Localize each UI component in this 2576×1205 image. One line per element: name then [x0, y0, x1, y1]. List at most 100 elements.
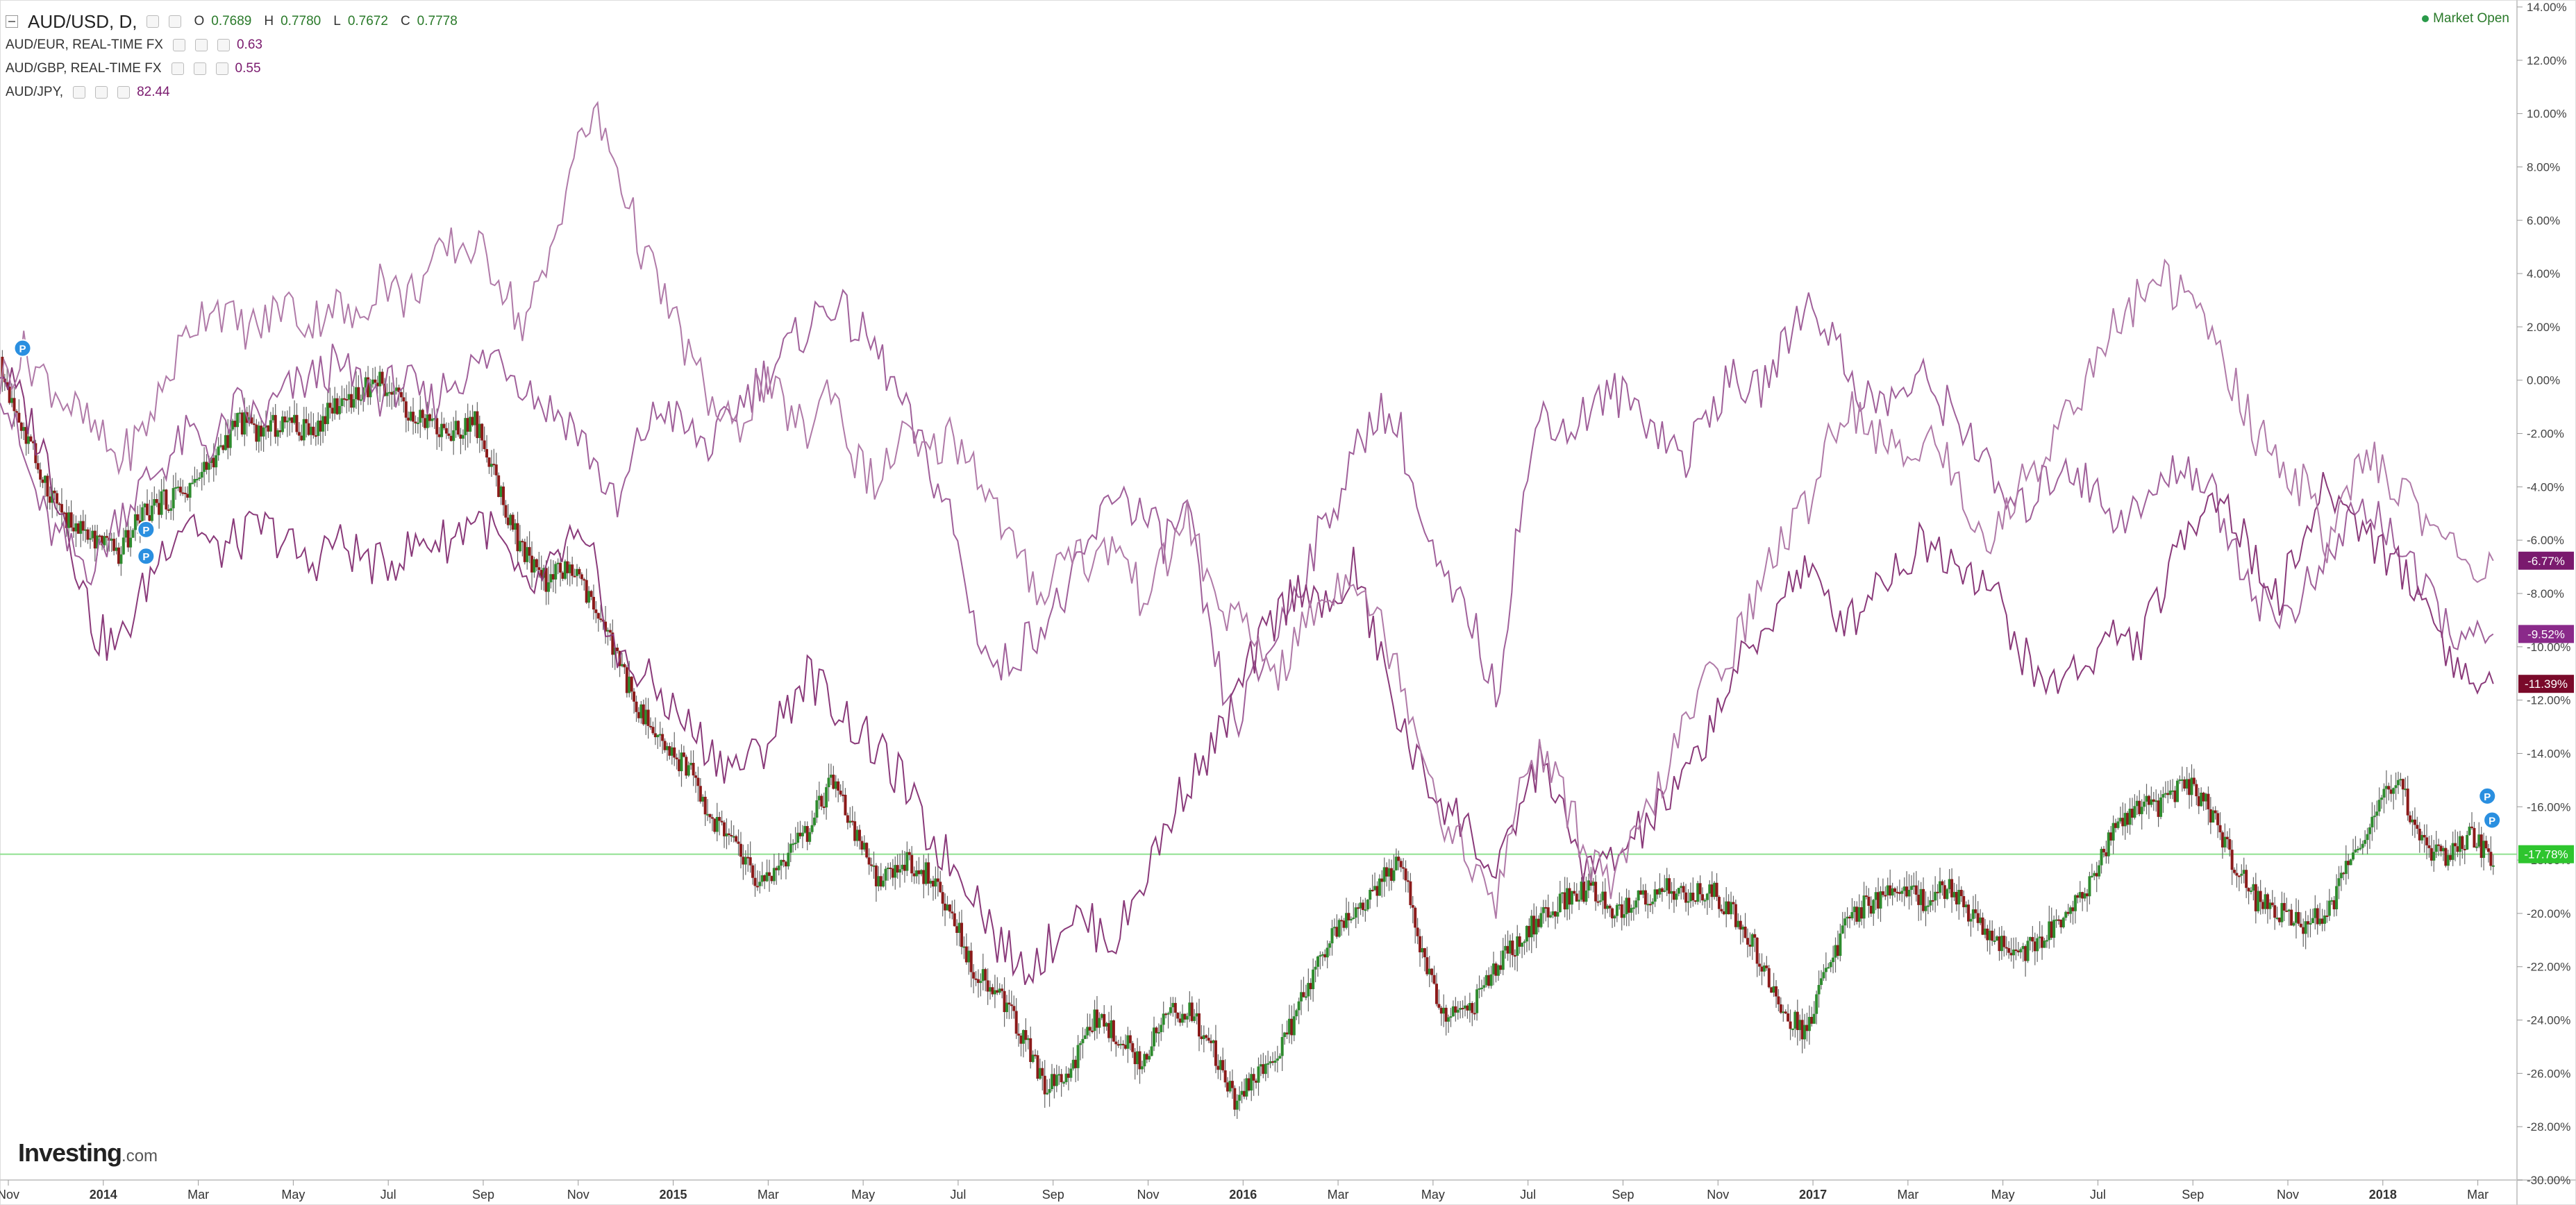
candle-body	[1095, 1009, 1098, 1028]
candle-body	[1404, 868, 1407, 881]
candle-body	[1860, 907, 1864, 919]
candle-body	[967, 950, 971, 963]
candle-body	[293, 414, 296, 423]
candle-body	[1651, 901, 1655, 904]
eur-settings-icon[interactable]	[194, 39, 208, 51]
candle-body	[1568, 888, 1571, 905]
settings-icon[interactable]	[147, 15, 160, 28]
candle-body	[955, 926, 959, 933]
jpy-settings-icon[interactable]	[95, 86, 108, 99]
candle-body	[901, 864, 904, 870]
eur-visibility-icon[interactable]	[172, 39, 185, 51]
candle-body	[288, 417, 292, 421]
jpy-symbol[interactable]: AUD/JPY,	[6, 85, 64, 99]
x-tick-label: 2014	[90, 1188, 117, 1202]
candle-body	[31, 441, 35, 444]
candle-body	[1103, 1013, 1106, 1027]
candle-body	[673, 747, 676, 758]
candle-body	[352, 399, 356, 408]
candle-body	[948, 904, 951, 912]
candle-body	[633, 691, 636, 702]
collapse-icon[interactable]	[6, 15, 18, 28]
gbp-symbol[interactable]: AUD/GBP, REAL-TIME FX	[6, 61, 162, 76]
candle-body	[2211, 810, 2215, 823]
candle-body	[1924, 906, 1927, 911]
candle-body	[723, 822, 726, 836]
candle-body	[1591, 882, 1595, 886]
candle-body	[1710, 884, 1714, 898]
candle-body	[951, 911, 954, 913]
candle-body	[300, 435, 303, 441]
candle-body	[663, 741, 667, 750]
candle-body	[2470, 826, 2474, 828]
jpy-close-icon[interactable]	[117, 86, 131, 99]
jpy-visibility-icon[interactable]	[73, 86, 86, 99]
candle-body	[1143, 1054, 1146, 1067]
candle-body	[656, 734, 660, 738]
candle-body	[2257, 891, 2260, 911]
candle-body	[2009, 952, 2013, 956]
candle-body	[1668, 878, 1671, 894]
candle-body	[12, 398, 16, 412]
candle-body	[1877, 892, 1880, 909]
candle-body	[1807, 1017, 1811, 1031]
candle-body	[1131, 1043, 1135, 1052]
candle-body	[133, 514, 137, 530]
gbp-visibility-icon[interactable]	[171, 62, 184, 75]
candle-body	[1810, 1017, 1814, 1024]
candle-body	[1024, 1029, 1028, 1040]
candle-body	[1528, 925, 1531, 938]
candle-body	[642, 704, 645, 725]
candle-body	[848, 820, 852, 823]
gbp-settings-icon[interactable]	[193, 62, 206, 75]
candle-body	[1796, 1011, 1799, 1030]
candle-body	[969, 950, 973, 972]
candle-body	[395, 387, 399, 391]
candle-body	[2361, 843, 2364, 848]
main-symbol[interactable]: AUD/USD, D,	[28, 11, 137, 32]
last-value-badge	[2518, 625, 2574, 643]
candle-body	[1228, 1081, 1232, 1092]
candle-body	[407, 417, 410, 421]
candle-body	[2138, 800, 2141, 814]
candle-body	[2278, 917, 2282, 922]
eur-close-icon[interactable]	[217, 39, 230, 51]
candle-body	[1919, 888, 1923, 905]
candle-body	[792, 843, 795, 845]
visibility-icon[interactable]	[169, 15, 182, 28]
candle-body	[1957, 889, 1961, 904]
candle-body	[2323, 915, 2326, 924]
candle-body	[2159, 797, 2163, 817]
candle-body	[195, 478, 199, 480]
candle-body	[224, 435, 227, 450]
candle-body	[1979, 917, 1982, 923]
candle-body	[1126, 1035, 1130, 1049]
candle-body	[941, 892, 944, 904]
candle-body	[1976, 913, 1980, 923]
candle-body	[6, 382, 9, 387]
candle-body	[2411, 819, 2414, 823]
candle-body	[250, 417, 253, 424]
eur-symbol[interactable]: AUD/EUR, REAL-TIME FX	[6, 37, 163, 52]
candle-body	[260, 425, 263, 437]
candle-body	[1812, 1013, 1816, 1024]
candle-body	[630, 676, 633, 692]
candle-body	[1021, 1029, 1025, 1044]
candle-body	[2489, 852, 2493, 866]
candle-body	[2223, 836, 2227, 848]
candle-body	[1675, 893, 1678, 900]
candle-body	[17, 412, 21, 423]
candle-body	[1748, 944, 1752, 947]
candle-body	[1123, 1045, 1127, 1049]
candle-body	[1036, 1055, 1039, 1079]
candle-body	[2069, 907, 2073, 914]
candle-body	[22, 427, 26, 431]
gbp-close-icon[interactable]	[215, 62, 228, 75]
candle-body	[2249, 890, 2252, 892]
candle-body	[1435, 984, 1438, 1004]
candle-body	[252, 423, 256, 425]
candle-body	[1337, 920, 1341, 937]
status-dot-icon	[2422, 15, 2429, 22]
candle-body	[2173, 790, 2177, 802]
candle-body	[2441, 848, 2445, 852]
